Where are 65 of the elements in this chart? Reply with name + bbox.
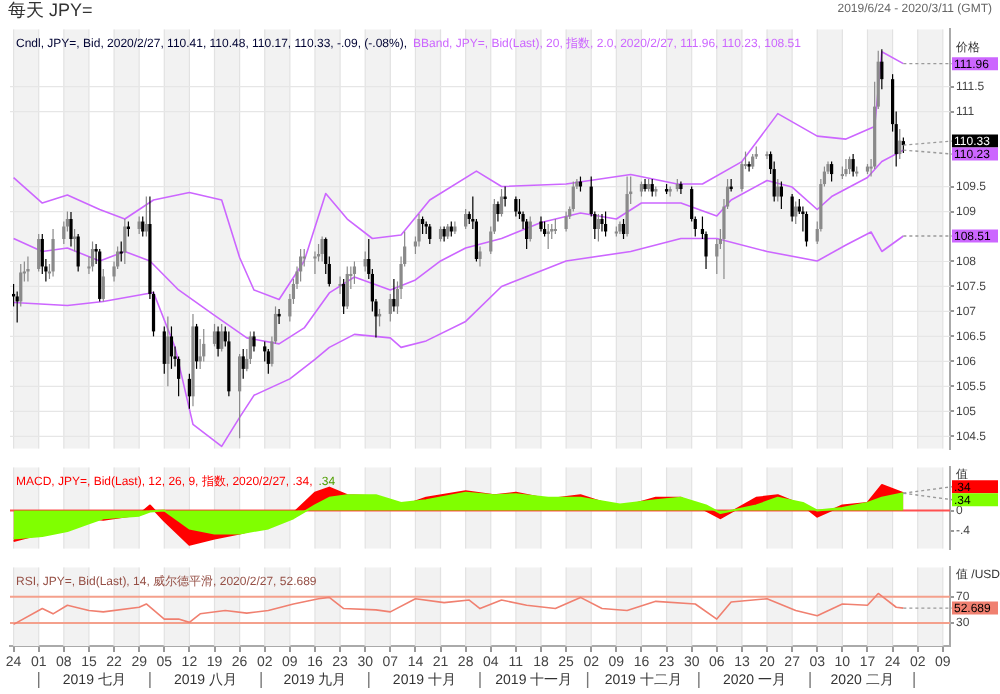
candlestick xyxy=(679,180,683,195)
candlestick xyxy=(643,178,647,193)
candlestick xyxy=(26,255,30,283)
candlestick xyxy=(564,210,568,233)
candlestick xyxy=(37,233,41,273)
candlestick xyxy=(320,235,324,263)
candlestick xyxy=(514,195,518,218)
candlestick xyxy=(779,180,783,210)
candlestick xyxy=(19,263,23,308)
candlestick xyxy=(596,213,601,243)
candlestick xyxy=(119,240,123,263)
candlestick xyxy=(141,215,145,238)
candlestick xyxy=(603,210,608,238)
candlestick xyxy=(844,158,848,178)
candlestick xyxy=(571,180,575,213)
candlestick xyxy=(528,215,532,243)
candlestick xyxy=(453,220,457,235)
candlestick xyxy=(740,160,744,193)
candlestick xyxy=(478,245,482,268)
candlestick xyxy=(352,260,357,285)
candlestick xyxy=(851,153,855,178)
candlestick xyxy=(345,265,349,310)
candlestick xyxy=(212,323,217,347)
candlestick xyxy=(525,218,529,250)
candlestick xyxy=(51,228,55,278)
candlestick xyxy=(90,240,95,273)
candlestick xyxy=(765,150,769,160)
candlestick xyxy=(313,250,317,275)
candlestick xyxy=(417,213,421,248)
candlestick xyxy=(169,325,174,370)
candlestick xyxy=(625,175,629,238)
candlestick xyxy=(69,211,73,248)
candlestick xyxy=(252,330,256,352)
candlestick xyxy=(15,290,19,324)
candlestick xyxy=(220,323,224,352)
candlestick xyxy=(790,193,794,223)
candlestick xyxy=(804,210,809,248)
candlestick xyxy=(496,200,500,223)
candlestick xyxy=(880,48,884,90)
candlestick xyxy=(342,278,346,315)
candlestick xyxy=(772,160,776,203)
candlestick xyxy=(238,353,242,439)
candlestick xyxy=(600,213,604,233)
candlestick xyxy=(76,233,80,273)
chart-title: 每天 JPY= xyxy=(8,0,93,20)
candlestick xyxy=(338,275,342,295)
candlestick xyxy=(166,315,170,387)
candlestick xyxy=(266,348,270,375)
candlestick xyxy=(776,178,780,203)
candlestick xyxy=(98,248,102,303)
candlestick xyxy=(202,328,206,362)
candlestick xyxy=(428,223,432,245)
candlestick xyxy=(747,160,751,173)
candlestick xyxy=(101,268,105,303)
candlestick xyxy=(248,330,252,365)
candlestick xyxy=(40,233,44,275)
candlestick xyxy=(62,220,66,245)
candlestick xyxy=(277,308,281,325)
candlestick xyxy=(241,348,245,380)
candlestick xyxy=(162,325,166,375)
candlestick xyxy=(499,188,504,218)
candlestick xyxy=(216,325,220,357)
candlestick xyxy=(187,373,191,410)
candlestick xyxy=(388,293,392,323)
candlestick xyxy=(392,278,396,313)
